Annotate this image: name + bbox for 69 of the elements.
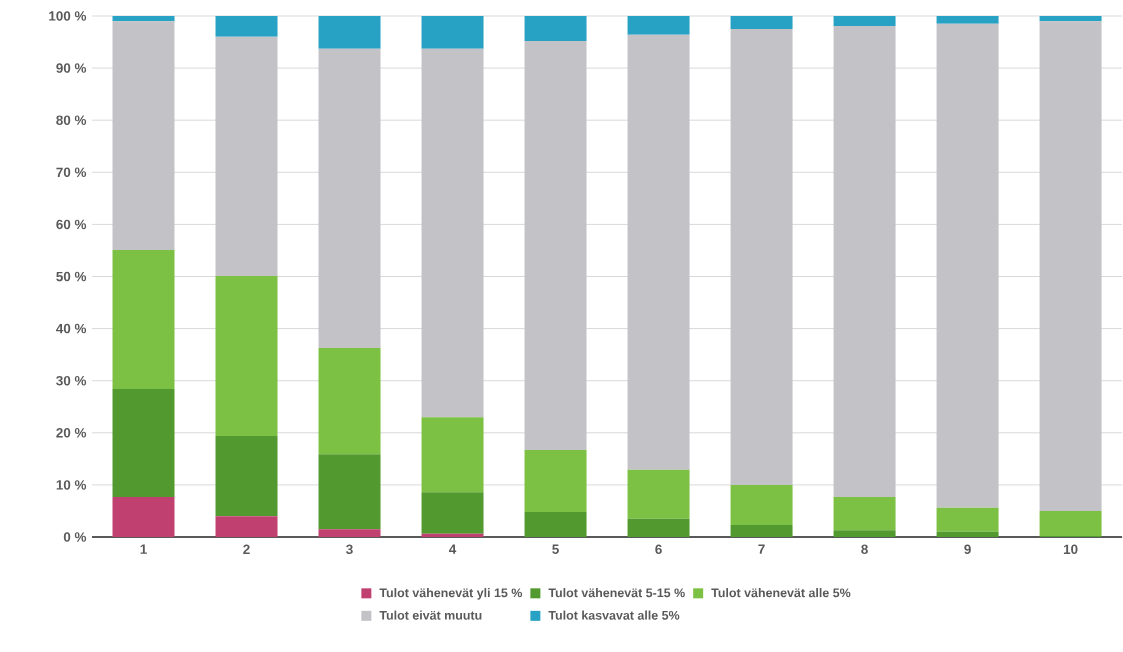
bar xyxy=(730,15,793,30)
x-tick-label: 1 xyxy=(140,544,147,554)
bar xyxy=(524,41,587,450)
x-tick-label: 8 xyxy=(861,544,868,555)
y-tick-label: 40 % xyxy=(56,323,87,334)
bar xyxy=(318,529,381,537)
bar xyxy=(112,15,175,22)
bar xyxy=(215,516,278,537)
bar xyxy=(112,389,175,497)
bar xyxy=(318,454,381,530)
bar xyxy=(936,507,999,532)
bar xyxy=(112,21,175,250)
bar xyxy=(627,518,690,537)
legend-label: Tulot eivät muutu xyxy=(379,610,482,620)
x-tick-label: 9 xyxy=(964,544,971,555)
bar xyxy=(627,15,690,35)
y-tick-label: 100 % xyxy=(49,11,87,21)
y-tick-label: 70 % xyxy=(56,167,87,178)
bar xyxy=(215,15,278,37)
bar xyxy=(833,496,896,531)
bar xyxy=(318,347,381,455)
bar xyxy=(1039,21,1102,511)
x-tick-label: 6 xyxy=(655,544,662,555)
bar xyxy=(833,15,896,26)
bar xyxy=(936,23,999,508)
bar xyxy=(524,15,587,41)
bar xyxy=(627,34,690,470)
bar xyxy=(318,15,381,49)
bar xyxy=(421,492,484,534)
y-tick-label: 80 % xyxy=(56,115,87,125)
bar xyxy=(730,525,793,537)
bar xyxy=(215,36,278,276)
bar xyxy=(1039,510,1102,536)
bar xyxy=(936,531,999,537)
bar xyxy=(730,484,793,526)
bar xyxy=(730,29,793,485)
x-tick-label: 7 xyxy=(758,544,765,554)
y-tick-label: 0 % xyxy=(63,532,87,542)
bar xyxy=(524,449,587,512)
bar xyxy=(215,275,278,436)
legend-label: Tulot vähenevät alle 5% xyxy=(711,588,851,598)
x-tick-label: 4 xyxy=(448,544,457,554)
bar xyxy=(1039,15,1102,22)
legend-label: Tulot vähenevät 5-15 % xyxy=(548,588,685,598)
bar xyxy=(421,48,484,418)
bar xyxy=(936,15,999,24)
x-tick-label: 5 xyxy=(552,544,559,554)
bar xyxy=(421,417,484,493)
x-tick-label: 2 xyxy=(243,544,250,554)
x-tick-label: 10 xyxy=(1063,544,1078,555)
bar xyxy=(215,435,278,517)
bar xyxy=(112,496,175,537)
y-tick-label: 60 % xyxy=(56,219,87,230)
x-tick-label: 3 xyxy=(346,544,353,555)
bar xyxy=(112,249,175,390)
y-tick-label: 10 % xyxy=(56,480,87,490)
bar xyxy=(627,469,690,519)
bar xyxy=(833,25,896,497)
legend-label: Tulot vähenevät yli 15 % xyxy=(379,588,523,600)
y-tick-label: 30 % xyxy=(56,375,87,386)
bar xyxy=(421,533,484,537)
y-tick-label: 90 % xyxy=(56,63,87,73)
bar xyxy=(524,511,587,537)
y-tick-label: 20 % xyxy=(56,428,87,438)
y-tick-label: 50 % xyxy=(56,271,87,282)
bar xyxy=(318,48,381,348)
bar xyxy=(833,530,896,537)
bar xyxy=(421,15,484,49)
legend-label: Tulot kasvavat alle 5% xyxy=(548,610,680,620)
